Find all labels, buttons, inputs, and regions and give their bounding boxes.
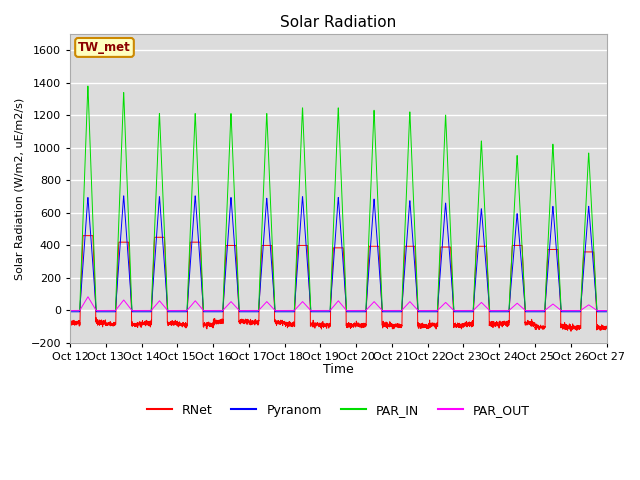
PAR_OUT: [603, 308, 611, 313]
PAR_IN: [84, 83, 92, 89]
PAR_OUT: [602, 308, 610, 313]
Line: PAR_OUT: PAR_OUT: [70, 297, 607, 311]
RNet: [429, 323, 436, 329]
Pyranom: [603, 309, 611, 315]
RNet: [603, 325, 611, 331]
PAR_IN: [603, 308, 611, 313]
RNet: [602, 324, 610, 329]
PAR_IN: [489, 308, 497, 313]
PAR_IN: [459, 308, 467, 313]
RNet: [489, 321, 497, 326]
PAR_OUT: [489, 308, 497, 313]
PAR_OUT: [318, 308, 326, 313]
Pyranom: [489, 309, 497, 315]
RNet: [318, 321, 326, 327]
RNet: [459, 322, 467, 327]
PAR_IN: [163, 282, 170, 288]
Pyranom: [459, 309, 467, 315]
RNet: [567, 328, 575, 334]
Pyranom: [318, 309, 326, 315]
Line: RNet: RNet: [70, 236, 607, 331]
RNet: [67, 319, 74, 325]
Pyranom: [429, 309, 436, 315]
Y-axis label: Solar Radiation (W/m2, uE/m2/s): Solar Radiation (W/m2, uE/m2/s): [15, 97, 25, 280]
Legend: RNet, Pyranom, PAR_IN, PAR_OUT: RNet, Pyranom, PAR_IN, PAR_OUT: [142, 399, 534, 422]
PAR_IN: [429, 308, 436, 313]
PAR_OUT: [84, 294, 92, 300]
Title: Solar Radiation: Solar Radiation: [280, 15, 396, 30]
PAR_OUT: [67, 308, 74, 313]
Text: TW_met: TW_met: [78, 41, 131, 54]
RNet: [163, 289, 170, 295]
RNet: [79, 233, 87, 239]
PAR_OUT: [429, 308, 436, 313]
Pyranom: [602, 309, 610, 315]
PAR_IN: [318, 308, 326, 313]
PAR_OUT: [163, 306, 170, 312]
Line: PAR_IN: PAR_IN: [70, 86, 607, 311]
PAR_IN: [602, 308, 610, 313]
Pyranom: [163, 293, 170, 299]
Line: Pyranom: Pyranom: [70, 196, 607, 312]
Pyranom: [67, 309, 74, 315]
Pyranom: [120, 193, 127, 199]
PAR_OUT: [459, 308, 467, 313]
PAR_IN: [67, 308, 74, 313]
X-axis label: Time: Time: [323, 363, 354, 376]
